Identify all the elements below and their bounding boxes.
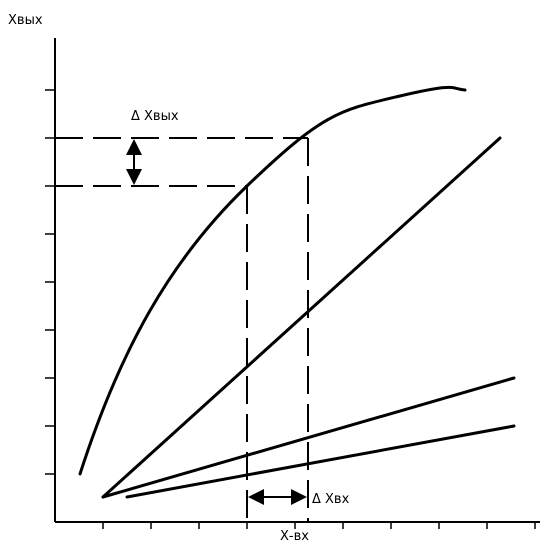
line-medium [101, 376, 516, 499]
delta-y-label: Δ Хвых [131, 109, 179, 124]
x-ticks [102, 522, 536, 529]
y-ticks [45, 89, 55, 475]
y-axis-label: Хвых [8, 13, 43, 28]
line-steep [101, 136, 502, 499]
axes [54, 38, 540, 523]
dashed-guides [55, 137, 309, 522]
delta-x-label: Δ Хвх [312, 492, 350, 507]
curve-nonlinear [78, 85, 467, 476]
x-axis-label: Х-вх [280, 529, 309, 544]
line-shallow [125, 424, 516, 499]
